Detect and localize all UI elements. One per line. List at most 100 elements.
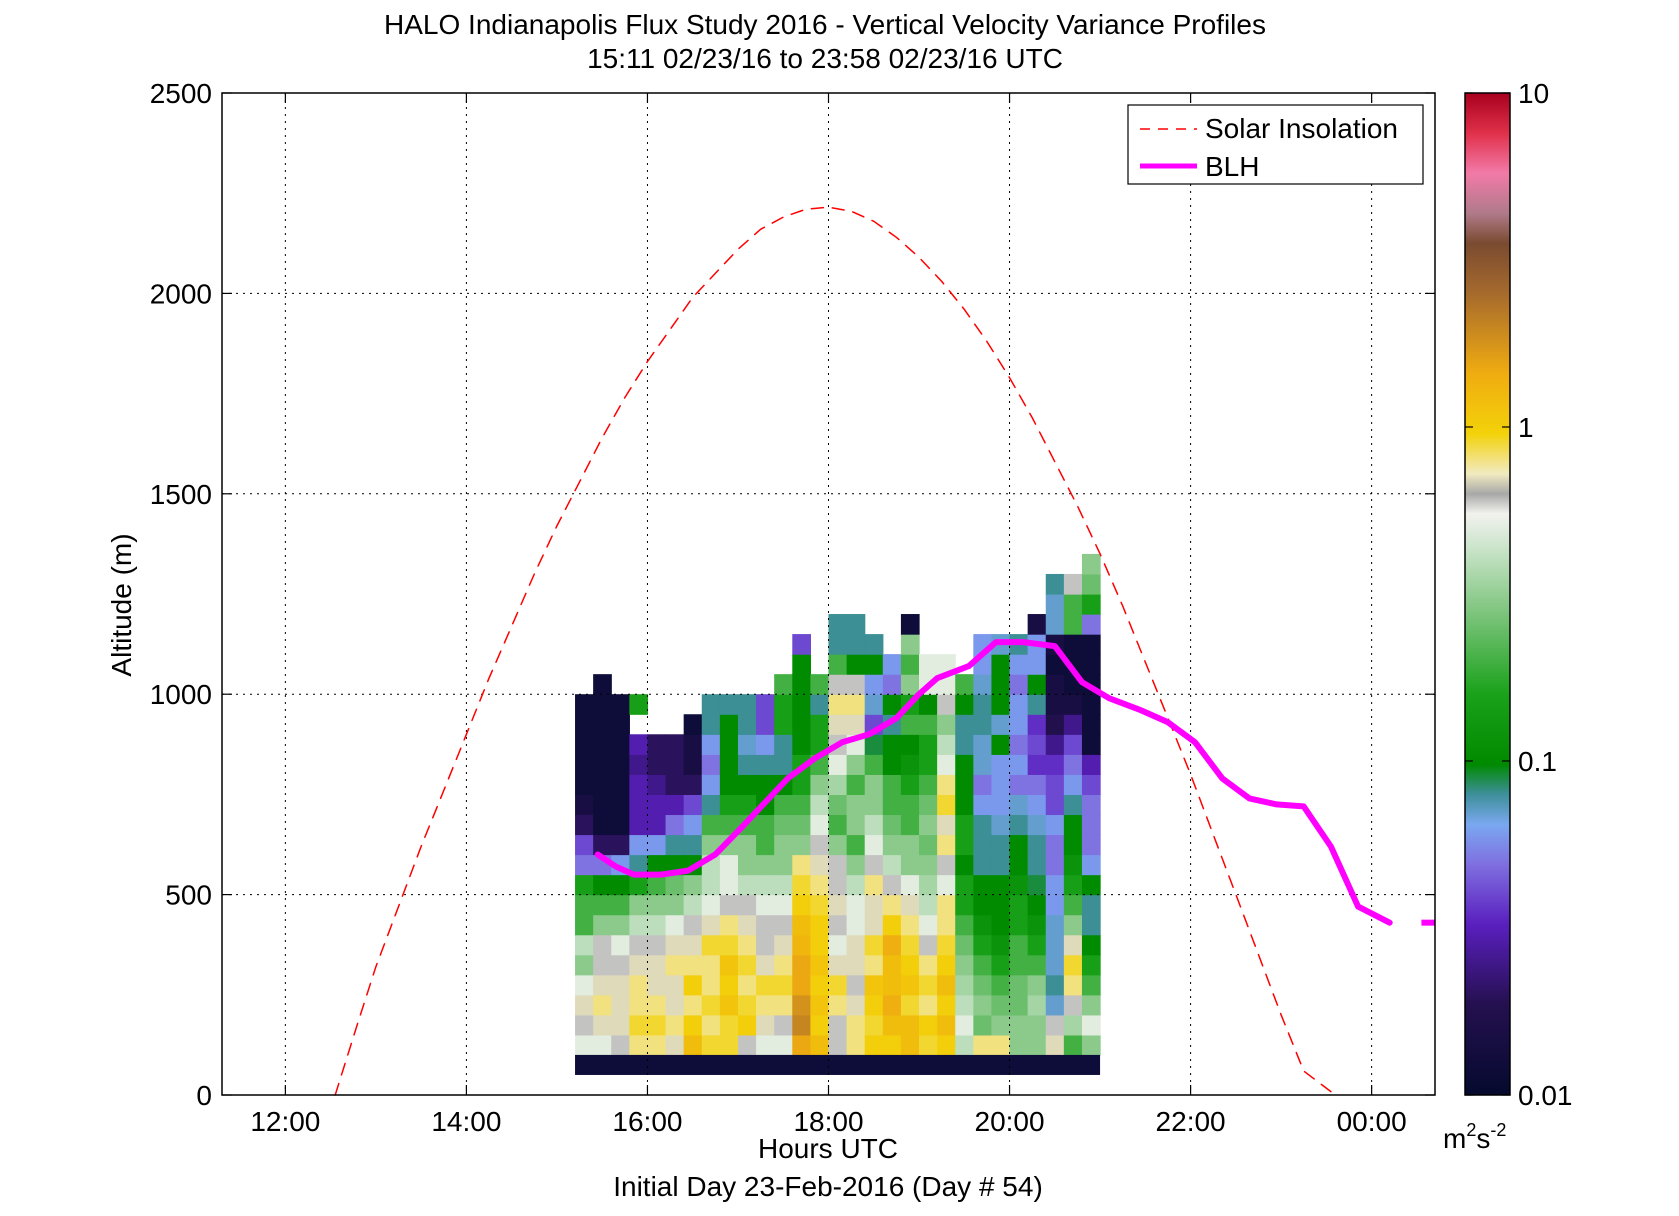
heatmap-cell bbox=[991, 1014, 1011, 1036]
heatmap-cell bbox=[792, 934, 811, 956]
heatmap-cell bbox=[919, 1034, 938, 1056]
heatmap-cell bbox=[737, 994, 757, 1016]
heatmap-cell bbox=[955, 1034, 974, 1056]
heatmap-cell bbox=[900, 934, 920, 956]
colorbar-ticks: 0.01 0.1 1 10 bbox=[1465, 78, 1573, 1111]
heatmap-cell bbox=[756, 994, 775, 1016]
heatmap-cell bbox=[955, 694, 974, 715]
heatmap-cell bbox=[1045, 914, 1065, 936]
heatmap-cell bbox=[683, 874, 703, 896]
heatmap-cell bbox=[1081, 614, 1101, 635]
heatmap-cell bbox=[1027, 914, 1047, 936]
heatmap-cell bbox=[737, 754, 757, 775]
heatmap-cell bbox=[683, 774, 703, 795]
heatmap-cell bbox=[864, 834, 884, 856]
heatmap-cell bbox=[810, 994, 830, 1016]
heatmap-cell bbox=[973, 674, 993, 695]
heatmap-cell bbox=[937, 994, 956, 1016]
heatmap-cell bbox=[1081, 834, 1101, 856]
heatmap-cell bbox=[846, 614, 866, 635]
heatmap-cell bbox=[683, 954, 703, 976]
heatmap-cell bbox=[792, 834, 811, 856]
heatmap-cell bbox=[792, 714, 811, 735]
heatmap-cell bbox=[792, 654, 811, 675]
heatmap-cell bbox=[919, 814, 938, 836]
heatmap-cell bbox=[1081, 734, 1101, 755]
heatmap-cell bbox=[973, 754, 993, 775]
heatmap-cell bbox=[919, 734, 938, 755]
heatmap-cell bbox=[665, 974, 685, 996]
heatmap-cell bbox=[774, 754, 793, 775]
heatmap-cell bbox=[1027, 854, 1047, 876]
legend-label-blh: BLH bbox=[1205, 151, 1259, 182]
heatmap-cell bbox=[955, 734, 974, 755]
heatmap-cell bbox=[1027, 994, 1047, 1016]
heatmap-cell bbox=[1045, 774, 1065, 795]
heatmap-cell bbox=[846, 754, 866, 775]
heatmap-cell bbox=[683, 894, 703, 916]
heatmap-cell bbox=[937, 874, 956, 896]
grid-lines bbox=[222, 92, 1435, 1096]
heatmap-cell bbox=[810, 674, 830, 695]
heatmap-cell bbox=[647, 894, 667, 916]
heatmap-cell bbox=[665, 1014, 685, 1036]
heatmap-cell bbox=[629, 934, 649, 956]
heatmap-cell bbox=[1063, 934, 1083, 956]
heatmap-cell bbox=[882, 674, 902, 695]
colorbar-unit-base: m bbox=[1443, 1123, 1466, 1154]
heatmap-cell bbox=[828, 714, 848, 735]
heatmap-cell bbox=[719, 1014, 739, 1036]
heatmap-cell bbox=[1009, 974, 1029, 996]
heatmap-cell bbox=[937, 934, 956, 956]
heatmap-cell bbox=[882, 894, 902, 916]
heatmap-cell bbox=[882, 654, 902, 675]
heatmap-cell bbox=[1027, 794, 1047, 816]
heatmap-cell bbox=[864, 914, 884, 936]
heatmap-cell bbox=[828, 994, 848, 1016]
heatmap-cell bbox=[828, 894, 848, 916]
heatmap-cell bbox=[774, 974, 793, 996]
heatmap-cell bbox=[1027, 974, 1047, 996]
heatmap-cell bbox=[719, 814, 739, 836]
heatmap-cell bbox=[611, 914, 630, 936]
heatmap-cell bbox=[719, 894, 739, 916]
heatmap-cell bbox=[991, 954, 1011, 976]
heatmap-cell bbox=[792, 734, 811, 755]
heatmap-cell bbox=[864, 974, 884, 996]
heatmap-cell bbox=[575, 1014, 594, 1036]
heatmap-cell bbox=[701, 814, 721, 836]
heatmap-cell bbox=[792, 954, 811, 976]
heatmap-cell bbox=[864, 854, 884, 876]
x-tick-label: 14:00 bbox=[431, 1106, 501, 1137]
heatmap-cell bbox=[1081, 573, 1101, 595]
x-tick-label: 00:00 bbox=[1337, 1106, 1407, 1137]
heatmap-cell bbox=[593, 954, 612, 976]
heatmap-cell bbox=[991, 754, 1011, 775]
heatmap-cell bbox=[737, 714, 757, 735]
heatmap-cell bbox=[937, 654, 956, 675]
x-axis-label: Hours UTC bbox=[758, 1133, 898, 1164]
heatmap-cell bbox=[629, 954, 649, 976]
heatmap-cell bbox=[1081, 794, 1101, 816]
heatmap-cell bbox=[1063, 994, 1083, 1016]
heatmap-cell bbox=[882, 734, 902, 755]
heatmap-cell bbox=[683, 814, 703, 836]
heatmap-cell bbox=[955, 794, 974, 816]
heatmap-cell bbox=[937, 1034, 956, 1056]
heatmap-cell bbox=[629, 894, 649, 916]
heatmap-cell bbox=[1009, 754, 1029, 775]
heatmap-cell bbox=[701, 1034, 721, 1056]
heatmap-cell bbox=[792, 914, 811, 936]
heatmap-cell bbox=[1045, 654, 1065, 675]
heatmap-cell bbox=[973, 734, 993, 755]
heatmap-cell bbox=[719, 774, 739, 795]
heatmap-cell bbox=[575, 974, 594, 996]
heatmap-cell bbox=[575, 854, 594, 876]
heatmap-cell bbox=[864, 774, 884, 795]
heatmap-cell bbox=[1009, 734, 1029, 755]
x-tick-label: 12:00 bbox=[250, 1106, 320, 1137]
heatmap-cell bbox=[991, 714, 1011, 735]
heatmap-cell bbox=[864, 894, 884, 916]
heatmap-cell bbox=[683, 834, 703, 856]
heatmap-cell bbox=[683, 734, 703, 755]
